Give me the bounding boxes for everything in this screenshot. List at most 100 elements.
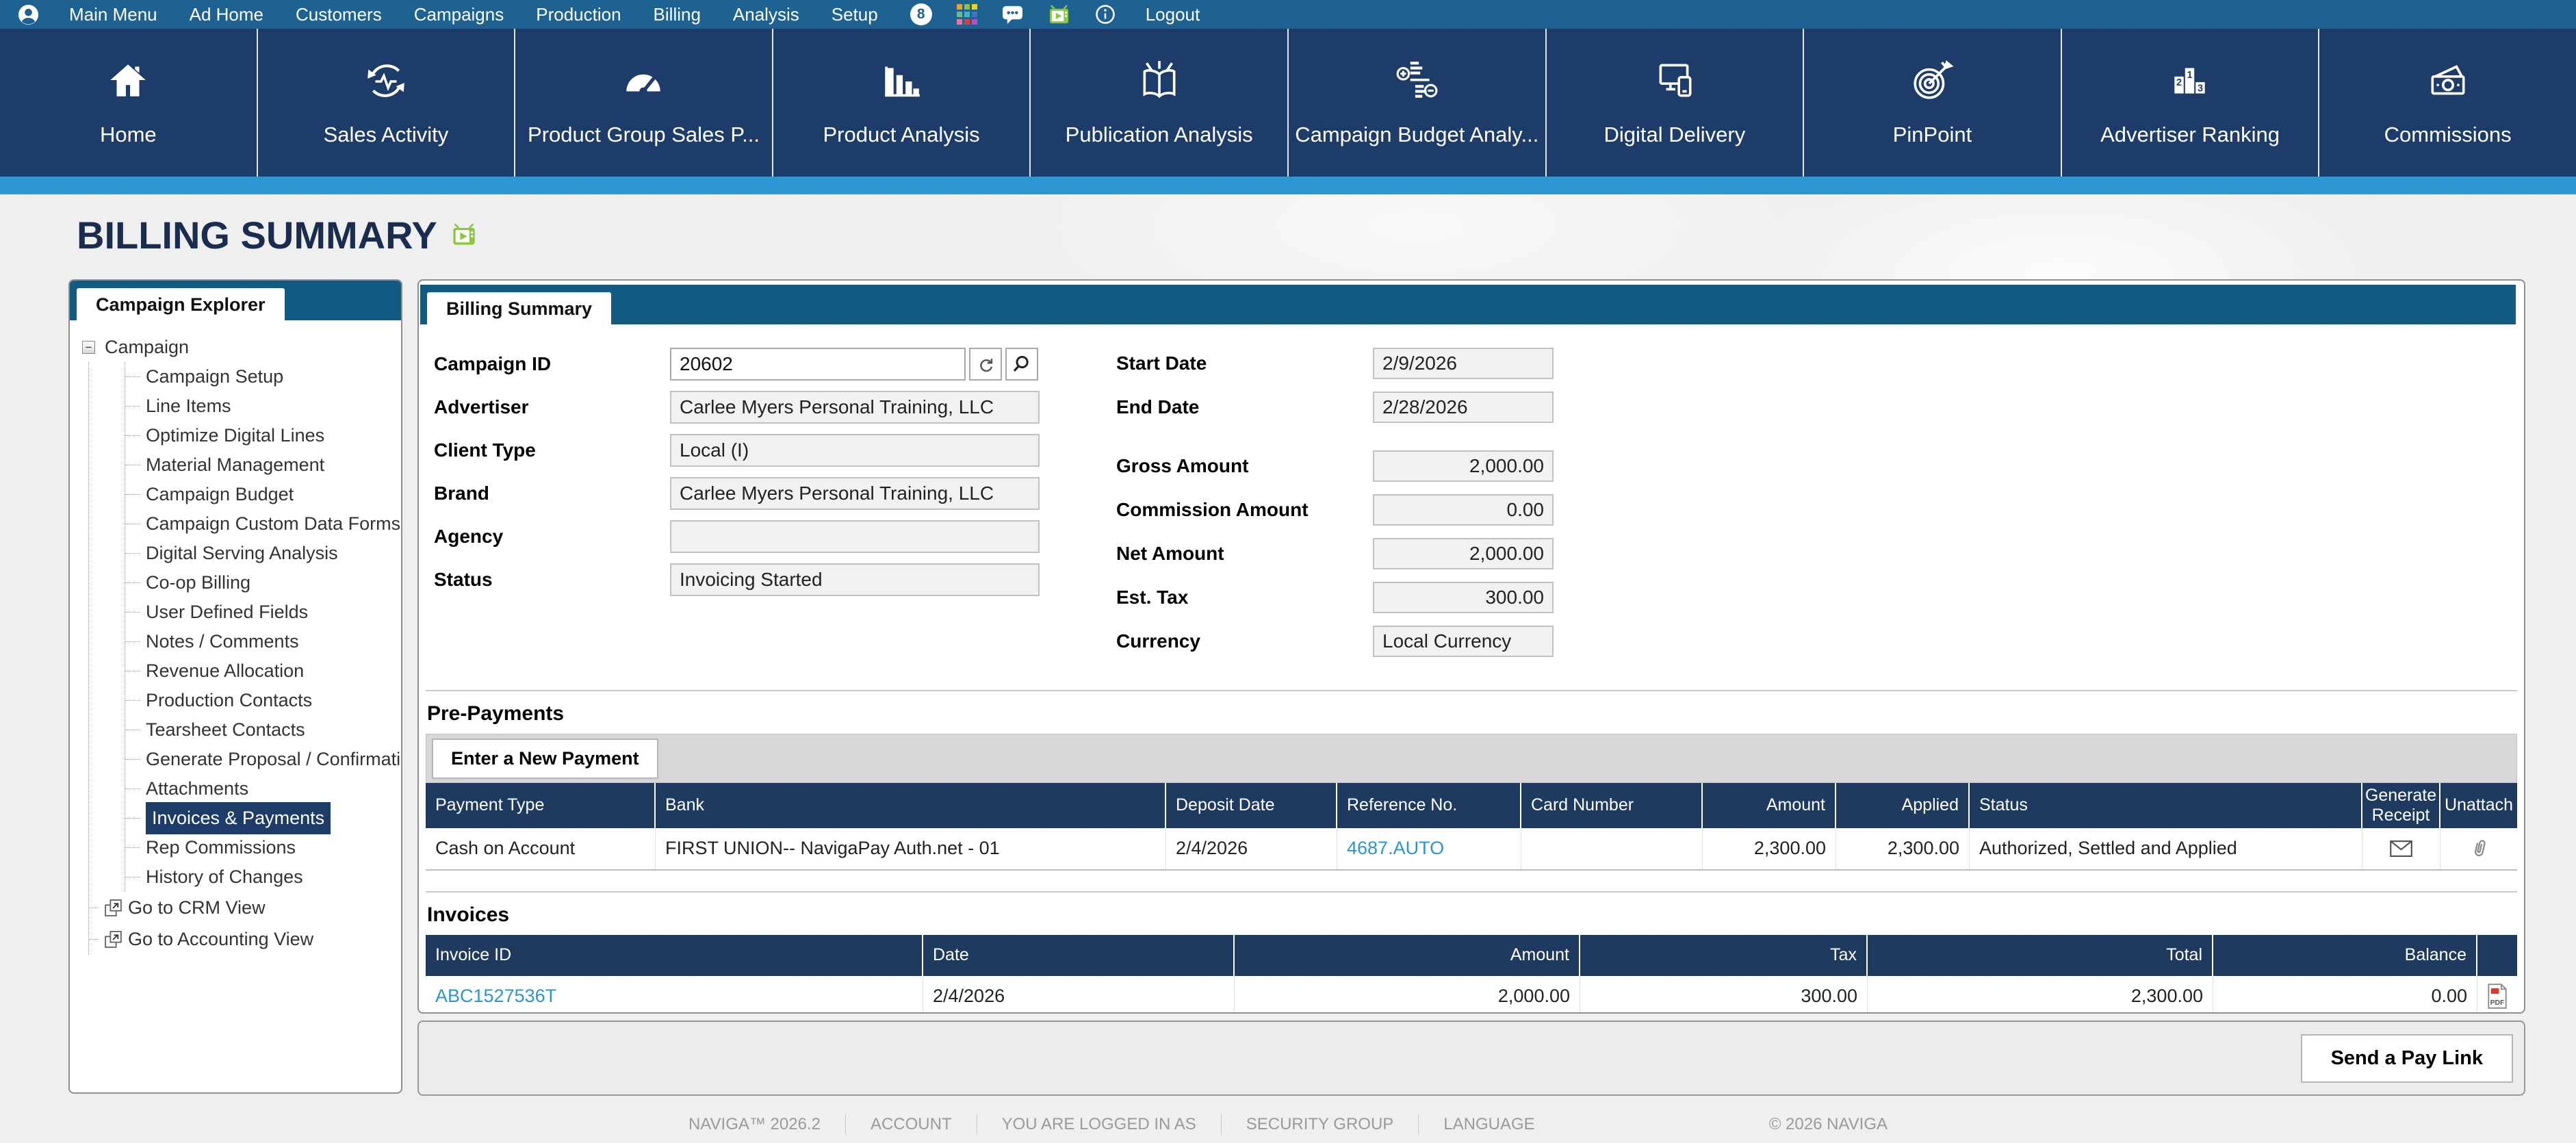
top-menu-bar: Main Menu Ad Home Customers Campaigns Pr… [0,0,2576,29]
invoice-amount-cell: 2,000.00 [1235,975,1580,1012]
menu-campaigns[interactable]: Campaigns [413,3,504,25]
advertiser-label: Advertiser [434,396,529,418]
generate-receipt-icon[interactable] [2362,827,2440,869]
tree-item-history-of-changes[interactable]: History of Changes [125,862,396,892]
tab-campaign-explorer[interactable]: Campaign Explorer [77,288,285,320]
tree-item-invoices-payments[interactable]: Invoices & Payments [125,802,396,834]
tile-label: Advertiser Ranking [2100,123,2280,146]
pay-link-strip: Send a Pay Link [417,1020,2525,1096]
applied-cell: 2,300.00 [1836,827,1970,869]
training-tv-icon[interactable] [1048,4,1070,25]
tree-item-generate-proposal-confirmation[interactable]: Generate Proposal / Confirmation [125,745,401,774]
budget-analysis-icon [1394,58,1439,103]
menu-setup[interactable]: Setup [831,3,878,25]
user-avatar-icon[interactable] [18,4,39,25]
tree-root-campaign[interactable]: Campaign [105,337,190,357]
prepayments-header-row: Payment Type Bank Deposit Date Reference… [426,783,2517,828]
enter-new-payment-button[interactable]: Enter a New Payment [432,738,658,779]
tile-label: Home [99,123,157,146]
tree-item-campaign-budget[interactable]: Campaign Budget [125,480,396,509]
prepayments-toolbar: Enter a New Payment [426,734,2517,783]
gross-amount-label: Gross Amount [1116,455,1249,476]
notification-badge[interactable]: 8 [910,3,932,25]
invoice-pdf-icon[interactable]: PDF [2477,976,2517,1013]
external-window-icon [104,899,123,917]
amount-cell: 2,300.00 [1703,827,1836,869]
tile-home[interactable]: Home [0,29,258,177]
tree-item-tearsheet-contacts[interactable]: Tearsheet Contacts [125,715,396,745]
tree-item-digital-serving-analysis[interactable]: Digital Serving Analysis [125,539,396,568]
tree-item-rep-commissions[interactable]: Rep Commissions [125,833,396,862]
tile-label: Digital Delivery [1603,123,1746,146]
sales-activity-icon [363,58,409,103]
go-to-accounting-view-link[interactable]: Go to Accounting View [89,923,396,955]
menu-production[interactable]: Production [536,3,621,25]
tile-pinpoint[interactable]: PinPoint [1804,29,2062,177]
tab-billing-summary[interactable]: Billing Summary [427,292,612,324]
unattach-icon[interactable] [2440,828,2517,869]
reference-no-link[interactable]: 4687.AUTO [1347,838,1445,858]
agency-label: Agency [434,526,504,547]
apps-grid-icon[interactable] [956,4,977,25]
tile-campaign-budget-analysis[interactable]: Campaign Budget Analy... [1289,29,1547,177]
currency-label: Currency [1116,630,1200,652]
page-title: BILLING SUMMARY [77,213,437,257]
logout-button[interactable]: Logout [1145,3,1200,25]
tree-item-revenue-allocation[interactable]: Revenue Allocation [125,656,396,686]
training-tv-icon[interactable] [451,223,477,246]
tile-label: Product Analysis [823,123,980,146]
tile-product-group-sales[interactable]: Product Group Sales P... [515,29,773,177]
campaign-id-input[interactable] [670,348,966,381]
tree-item-attachments[interactable]: Attachments [125,774,396,804]
bank-cell: FIRST UNION-- NavigaPay Auth.net - 01 [656,827,1166,869]
tile-publication-analysis[interactable]: Publication Analysis [1031,29,1289,177]
search-button[interactable] [1005,348,1038,381]
card-number-cell [1521,827,1703,869]
tree-item-notes-comments[interactable]: Notes / Comments [125,627,396,656]
tile-label: Sales Activity [323,123,449,146]
go-to-crm-view-link[interactable]: Go to CRM View [89,892,396,923]
accent-bar [0,177,2576,194]
menu-billing[interactable]: Billing [653,3,701,25]
tree-item-optimize-digital-lines[interactable]: Optimize Digital Lines [125,421,396,450]
payment-type-cell: Cash on Account [426,827,656,869]
tile-product-analysis[interactable]: Product Analysis [773,29,1031,177]
tree-item-campaign-custom-data-forms[interactable]: Campaign Custom Data Forms [125,509,400,539]
tree-item-material-management[interactable]: Material Management [125,450,396,480]
tile-digital-delivery[interactable]: Digital Delivery [1547,29,1805,177]
svg-text:3: 3 [2198,83,2203,94]
est-tax-label: Est. Tax [1116,587,1189,608]
invoices-title: Invoices [427,903,510,926]
tile-sales-activity[interactable]: Sales Activity [258,29,516,177]
svg-text:1: 1 [2187,70,2193,81]
invoice-tax-cell: 300.00 [1580,975,1868,1012]
footer-version: NAVIGA™ 2026.2 [664,1115,846,1134]
publication-book-icon [1137,58,1182,103]
info-icon[interactable] [1095,4,1116,25]
campaign-tree: − Campaign Campaign Setup Line Items Opt… [70,320,401,960]
send-pay-link-button[interactable]: Send a Pay Link [2300,1033,2513,1083]
net-amount-field: 2,000.00 [1373,538,1554,569]
tree-item-campaign-setup[interactable]: Campaign Setup [125,362,396,391]
tree-item-co-op-billing[interactable]: Co-op Billing [125,568,396,598]
tree-item-user-defined-fields[interactable]: User Defined Fields [125,598,396,627]
payment-status-cell: Authorized, Settled and Applied [1970,827,2362,869]
tree-item-line-items[interactable]: Line Items [125,391,396,421]
tile-commissions[interactable]: Commissions [2319,29,2576,177]
menu-main-menu[interactable]: Main Menu [69,3,157,25]
status-label: Status [434,569,493,590]
menu-analysis[interactable]: Analysis [732,3,799,25]
chat-icon[interactable] [1002,5,1023,25]
tile-label: PinPoint [1892,123,1972,146]
menu-customers[interactable]: Customers [296,3,382,25]
advertiser-field: Carlee Myers Personal Training, LLC [670,391,1040,424]
status-field: Invoicing Started [670,563,1040,596]
menu-ad-home[interactable]: Ad Home [189,3,264,25]
tree-item-production-contacts[interactable]: Production Contacts [125,686,396,715]
tree-collapse-toggle[interactable]: − [82,341,95,354]
refresh-button[interactable] [969,348,1002,381]
prepayments-title: Pre-Payments [427,702,565,725]
invoice-id-link[interactable]: ABC1527536T [435,986,557,1006]
